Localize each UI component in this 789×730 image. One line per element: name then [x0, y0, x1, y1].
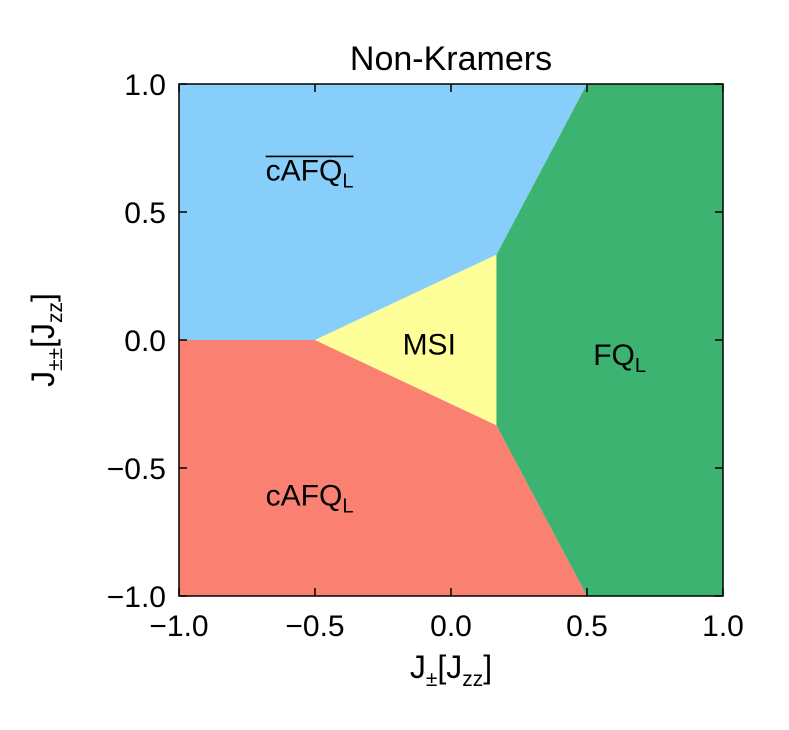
- regions-layer: [179, 84, 723, 596]
- y-tick-label: −0.5: [107, 453, 166, 486]
- region-cafq-l-bar: [179, 84, 587, 340]
- region-fq-l: [496, 84, 723, 596]
- x-label-sub: ±: [426, 668, 438, 691]
- y-label-unit: J: [25, 323, 61, 339]
- x-label-unit: J: [446, 649, 462, 685]
- region-label-cafq-l-bar: cAFQL: [266, 154, 354, 192]
- ticks-layer: −1.0 −0.5 0.0 0.5 1.0 −1.0 −0.5 0.0 0.5 1.0: [107, 69, 744, 643]
- x-tick-label: 0.0: [430, 610, 472, 643]
- region-label-cafq-l: cAFQL: [266, 480, 354, 518]
- region-label-msi: MSI: [403, 329, 456, 362]
- y-label-sub: ±±: [44, 348, 67, 371]
- y-tick-label: 0.5: [124, 197, 166, 230]
- x-label-main: J: [410, 649, 426, 685]
- x-axis-label: J±[Jzz]: [410, 649, 492, 691]
- region-labels-layer: cAFQL cAFQL MSI FQL: [265, 154, 646, 518]
- region-cafq-l: [179, 340, 587, 596]
- y-tick-label: 1.0: [124, 69, 166, 102]
- x-tick-label: 0.5: [566, 610, 608, 643]
- y-axis-label: J±±[Jzz]: [25, 293, 67, 387]
- region-label-fq-l: FQL: [593, 339, 646, 377]
- y-tick-label: 0.0: [124, 325, 166, 358]
- x-tick-label: −0.5: [285, 610, 344, 643]
- y-label-main: J: [25, 371, 61, 387]
- x-tick-label: 1.0: [702, 610, 744, 643]
- y-tick-label: −1.0: [107, 581, 166, 614]
- x-label-unit-sub: zz: [462, 668, 483, 691]
- y-label-unit-sub: zz: [44, 302, 67, 323]
- chart-title: Non-Kramers: [350, 40, 552, 78]
- x-tick-label: −1.0: [149, 610, 208, 643]
- region-msi: [315, 254, 497, 426]
